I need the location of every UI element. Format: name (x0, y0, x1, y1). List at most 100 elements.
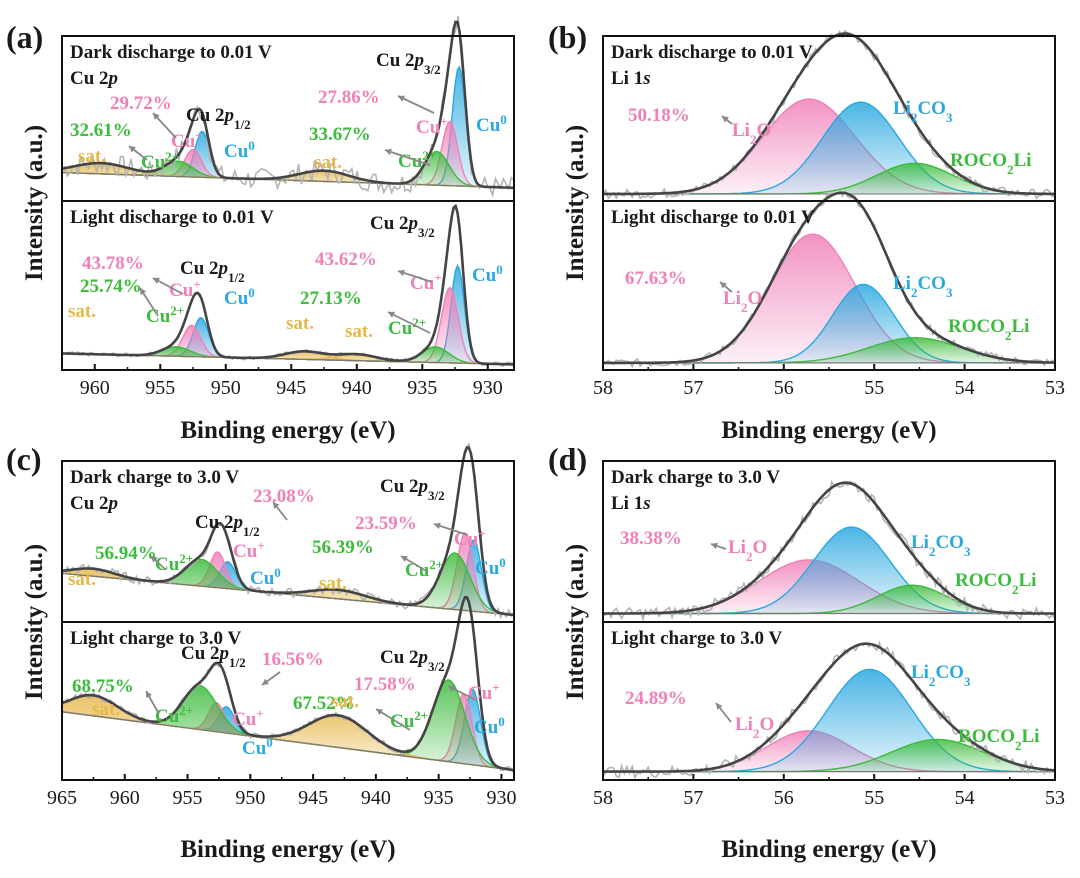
component-fill-green (603, 585, 1055, 614)
subplot-a-2: Light discharge to 0.01 V (61, 203, 515, 367)
arrow-head (140, 288, 147, 295)
x-tick-label: 56 (774, 377, 794, 399)
background-line (61, 171, 515, 189)
peak-label: Li2O (735, 714, 774, 741)
subplot-title: Light discharge to 0.01 V (611, 207, 815, 228)
percentage-label: 50.18% (628, 105, 690, 126)
annotation-arrow (384, 149, 431, 166)
subplot-title: Dark charge to 3.0 V (611, 467, 780, 488)
peak-label: Cu 2p1/2 (181, 643, 246, 670)
percentage-label: 24.89% (625, 688, 687, 709)
subplot-title: Light discharge to 0.01 V (70, 207, 274, 228)
arrows (128, 95, 733, 731)
subplot-c-2: Light charge to 3.0 V (61, 594, 515, 774)
y-axis-label: Intensity (a.u.) (562, 125, 589, 281)
y-axis-label: Intensity (a.u.) (21, 544, 48, 700)
satellite-label: sat. (314, 152, 342, 173)
percentage-label: 56.39% (312, 537, 374, 558)
arrow-head (398, 269, 405, 277)
component-fill-green (62, 161, 514, 188)
component-fill-green (603, 337, 1055, 363)
arrow-head (711, 542, 718, 550)
arrow-head (398, 95, 405, 102)
fit-envelope-line (603, 32, 1055, 196)
peak-label: Cu 2p3/2 (370, 213, 435, 240)
annotations: Cu 2p3/2 Cu 2p1/2 27.86% Cu+ Cu0 33.67% Cu2+ sa… (68, 50, 1039, 759)
x-tick-label: 960 (80, 377, 110, 399)
peak-label: Cu2+ (155, 703, 193, 728)
arrow-head (153, 113, 160, 120)
x-tick-label: 960 (110, 787, 140, 809)
x-tick-label: 56 (774, 787, 794, 809)
peak-label: Cu+ (171, 128, 203, 153)
percentage-label: 23.59% (355, 513, 417, 534)
peak-label: Cu+ (233, 538, 265, 563)
arrow-head (385, 148, 392, 156)
annotation-arrow (387, 311, 431, 334)
panel-label: (c) (6, 441, 42, 477)
x-tick-label: 955 (145, 377, 175, 399)
component-fill-blue (603, 669, 1055, 772)
satellite-label: sat. (68, 569, 96, 590)
component-fill-yellow (62, 351, 514, 365)
component-fill-blue (62, 66, 514, 188)
arrow-head (129, 146, 136, 153)
fit-envelope-line (61, 446, 515, 617)
subplot-c-1: Dark charge to 3.0 V Cu 2p (61, 443, 515, 620)
arrow-head (716, 703, 723, 710)
percentage-label: 33.67% (309, 124, 371, 145)
component-fill-green (603, 739, 1055, 772)
panel-c: Dark charge to 3.0 V Cu 2p Light charge to… (6, 441, 516, 863)
x-tick-label: 57 (683, 377, 703, 399)
peak-label: Cu+ (410, 270, 442, 295)
panel-label: (a) (6, 19, 43, 55)
peak-label: Cu 2p1/2 (186, 105, 251, 132)
x-tick-label: 940 (342, 377, 372, 399)
satellite-label: sat. (78, 146, 106, 167)
peak-label: Li2CO3 (911, 662, 971, 689)
peak-label: Li2O (732, 120, 771, 147)
peak-label: Cu0 (224, 285, 255, 310)
x-tick-label: 58 (593, 787, 613, 809)
subplot-subtitle: Cu 2p (70, 68, 118, 89)
x-tick-label: 935 (424, 787, 454, 809)
satellite-label: sat. (92, 699, 120, 720)
annotation-arrow (375, 708, 411, 731)
percentage-label: 25.74% (80, 276, 142, 297)
x-axis-label: Binding energy (eV) (721, 417, 936, 444)
percentage-label: 27.86% (318, 87, 380, 108)
fit-envelope-line (603, 191, 1055, 365)
percentage-label: 16.56% (262, 649, 324, 670)
percentage-label: 27.13% (300, 288, 362, 309)
y-axis-label: Intensity (a.u.) (21, 125, 48, 281)
component-fill-green (603, 163, 1055, 194)
subplot-b-2: Light discharge to 0.01 V (602, 189, 1056, 369)
y-axis-label: Intensity (a.u.) (562, 544, 589, 700)
arrow-head (153, 277, 160, 284)
percentage-label: 38.38% (620, 528, 682, 549)
component-fill-blue (62, 265, 514, 365)
x-tick-label: 950 (235, 787, 265, 809)
percentage-label: 67.52% (293, 693, 355, 714)
panel-label: (d) (548, 441, 587, 477)
annotation-arrow (397, 95, 435, 114)
x-tick-label: 930 (473, 377, 503, 399)
subplot-subtitle: Li 1s (611, 68, 651, 89)
percentage-label: 23.08% (253, 486, 315, 507)
arrow-head (434, 522, 441, 530)
satellite-label: sat. (319, 573, 347, 594)
peak-label: Cu0 (476, 112, 507, 137)
peak-label: Cu 2p3/2 (380, 647, 445, 674)
component-fill-blue (603, 102, 1055, 194)
peak-label: Li2CO3 (911, 532, 971, 559)
arrow-head (388, 311, 395, 318)
arrow-head (262, 678, 269, 685)
arrow-head (376, 709, 383, 716)
component-fill-green (62, 553, 514, 615)
subplot-b-1: Dark discharge to 0.01 V Li 1s (602, 29, 1056, 200)
peak-label: Cu2+ (155, 551, 193, 576)
component-fill-pink (603, 234, 1055, 363)
subplot-title: Dark charge to 3.0 V (70, 467, 239, 488)
peak-label: Cu+ (416, 114, 448, 139)
